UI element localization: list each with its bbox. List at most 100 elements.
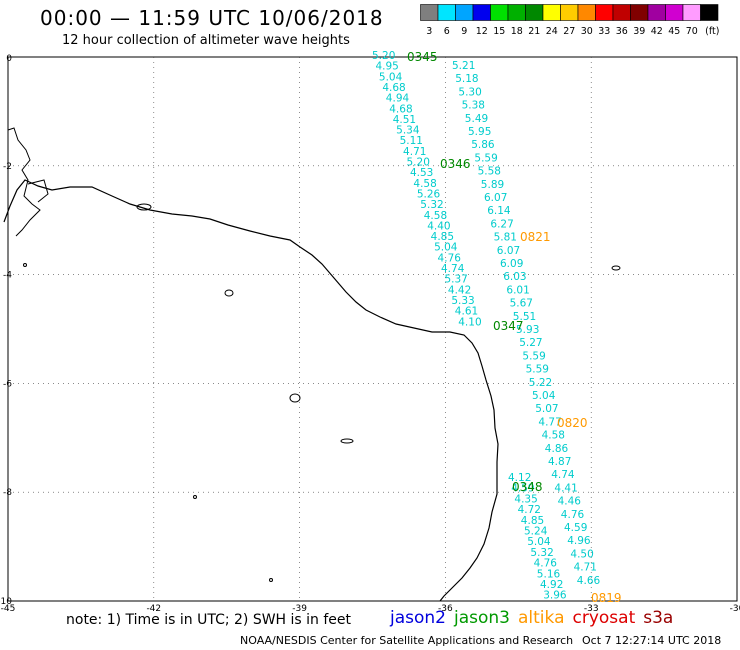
scale-tick-label: 21	[528, 26, 540, 37]
island	[136, 203, 152, 211]
scale-swatch	[700, 4, 719, 21]
wave-height-label: 4.85	[431, 231, 454, 243]
wave-height-label: 5.20	[407, 157, 430, 169]
wave-height-label: 4.53	[410, 167, 433, 179]
legend-item-s3a: s3a	[643, 608, 674, 628]
latitude-tick-label: -4	[3, 271, 12, 281]
map-border	[7, 56, 738, 602]
wave-height-label: 5.04	[527, 536, 551, 548]
wave-height-label: 4.85	[521, 515, 544, 527]
longitude-tick-label: -36	[438, 604, 453, 614]
wave-height-label: 4.59	[564, 522, 587, 534]
satellite-legend: jason2 jason3 altika cryosat s3a	[390, 608, 681, 628]
scale-tick-label: 12	[476, 26, 488, 37]
wave-height-label: 4.94	[386, 93, 410, 105]
longitude-tick-label: -30	[730, 604, 740, 614]
legend-item-jason2: jason2	[390, 608, 446, 628]
scale-tick-label: 42	[651, 26, 663, 37]
pass-time-label: 0819	[591, 591, 622, 605]
wave-height-label: 6.01	[506, 284, 529, 296]
wave-height-label: 5.59	[474, 152, 497, 164]
wave-height-label: 5.07	[535, 403, 558, 415]
wave-height-label: 5.86	[471, 139, 495, 151]
wave-height-label: 4.51	[393, 114, 416, 126]
scale-tick-label: 6	[444, 26, 450, 37]
wave-height-label: 3.96	[543, 590, 567, 602]
wave-height-label: 4.74	[551, 469, 575, 481]
scale-tick-label: 30	[581, 26, 593, 37]
wave-height-label: 5.18	[455, 73, 478, 85]
wave-height-label: 5.21	[452, 60, 475, 72]
scale-tick-label: 70	[686, 26, 698, 37]
wave-height-label: 6.09	[500, 258, 523, 270]
island	[23, 263, 27, 267]
wave-height-label: 5.67	[510, 298, 533, 310]
wave-height-label: 5.30	[458, 86, 481, 98]
wave-height-label: 6.03	[503, 271, 526, 283]
longitude-tick-label: -45	[1, 604, 16, 614]
map-subtitle: 12 hour collection of altimeter wave hei…	[62, 33, 350, 48]
coastline	[3, 179, 499, 602]
wave-height-label: 4.42	[448, 284, 471, 296]
wave-height-label: 4.10	[458, 316, 481, 328]
longitude-tick-label: -42	[146, 604, 161, 614]
wave-height-label: 4.76	[534, 558, 558, 570]
latitude-tick-label: -8	[3, 488, 12, 498]
scale-tick-label: 33	[598, 26, 610, 37]
generated-timestamp: Oct 7 12:27:14 UTC 2018	[582, 634, 722, 647]
scale-tick-label: 3	[426, 26, 432, 37]
wave-height-label: 6.27	[490, 218, 513, 230]
wave-height-label: 5.37	[444, 274, 467, 286]
wave-height-label: 4.72	[518, 504, 541, 516]
scale-tick-label: 27	[563, 26, 575, 37]
wave-height-label: 4.74	[441, 263, 465, 275]
coastline-inlets	[7, 127, 49, 237]
longitude-tick-label: -39	[292, 604, 307, 614]
latitude-tick-label: -2	[3, 162, 12, 172]
wave-height-label: 5.11	[400, 135, 423, 147]
wave-height-label: 4.66	[577, 575, 601, 587]
wave-height-label: 4.61	[455, 306, 478, 318]
wave-height-label: 4.86	[545, 443, 569, 455]
wave-height-label: 5.81	[494, 232, 517, 244]
latitude-tick-label: -10	[0, 597, 12, 607]
wave-height-label: 6.14	[487, 205, 511, 217]
island	[193, 495, 197, 499]
latitude-tick-label: 0	[6, 54, 12, 64]
scale-tick-label: 45	[668, 26, 680, 37]
color-scale: 3 6 9 12 15 18 21 24 27 30 33 36 39 42 45 70 (ft)	[420, 4, 720, 37]
island	[224, 289, 234, 297]
island	[269, 578, 273, 582]
wave-height-label: 4.76	[438, 252, 462, 264]
wave-height-label: 5.95	[468, 126, 491, 138]
wave-height-label: 4.68	[389, 103, 412, 115]
wave-height-label: 5.32	[420, 199, 443, 211]
wave-height-label: 5.58	[478, 166, 501, 178]
legend-item-altika: altika	[518, 608, 565, 628]
wave-height-label: 5.93	[516, 324, 539, 336]
pass-time-label: 0345	[407, 50, 438, 64]
pass-time-label: 0346	[440, 157, 471, 171]
wave-height-label: 4.12	[508, 472, 531, 484]
footnote: note: 1) Time is in UTC; 2) SWH is in fe…	[66, 612, 352, 628]
wave-height-label: 4.71	[403, 146, 426, 158]
pass-time-label: 0347	[493, 319, 524, 333]
wave-height-label: 5.38	[462, 100, 485, 112]
wave-height-label: 5.32	[530, 547, 553, 559]
wave-height-label: 5.89	[481, 179, 504, 191]
wave-height-label: 4.96	[567, 535, 591, 547]
island	[340, 438, 354, 444]
scale-tick-label: 15	[493, 26, 505, 37]
wave-height-label: 5.04	[532, 390, 556, 402]
scale-tick-label: 39	[633, 26, 645, 37]
wave-height-label: 4.58	[424, 210, 447, 222]
wave-height-label: 5.24	[524, 526, 548, 538]
wave-height-label: 4.77	[538, 416, 561, 428]
wave-height-label: 4.59	[511, 483, 534, 495]
wave-height-label: 4.35	[514, 493, 537, 505]
pass-time-label: 0821	[520, 230, 551, 244]
wave-height-label: 5.49	[465, 113, 488, 125]
wave-height-label: 5.51	[513, 311, 536, 323]
scale-unit-label: (ft)	[705, 26, 719, 37]
